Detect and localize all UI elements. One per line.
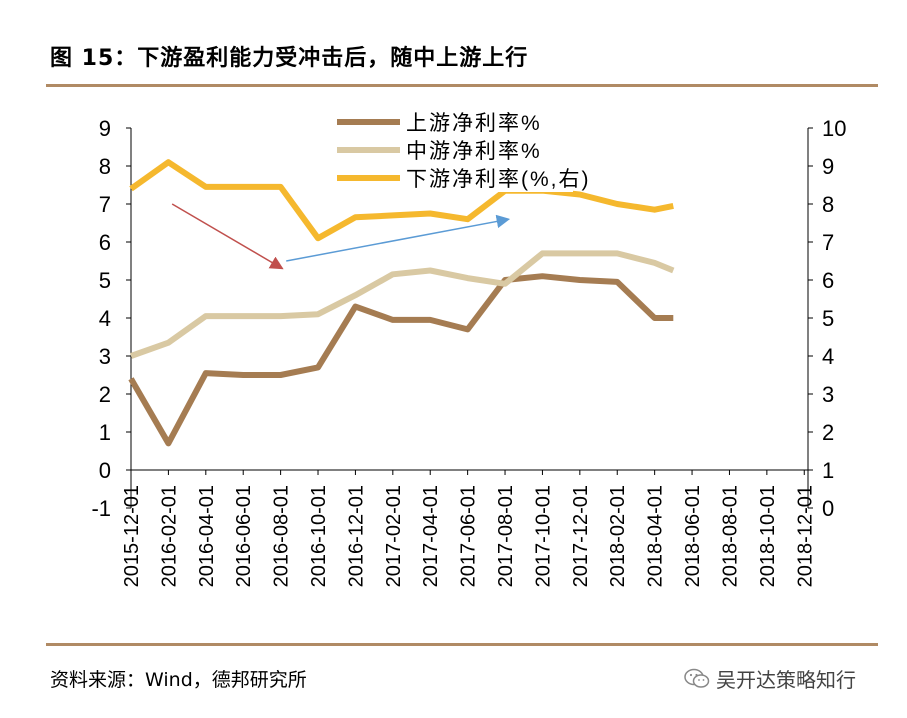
legend-label: 中游净利率% bbox=[406, 140, 542, 163]
x-tick-label: 2017-12-01 bbox=[570, 485, 592, 587]
left-tick-label: 6 bbox=[99, 230, 111, 255]
left-tick-label: 1 bbox=[99, 420, 111, 445]
right-tick-label: 7 bbox=[822, 230, 834, 255]
bottom-divider bbox=[46, 643, 878, 646]
trend-arrow bbox=[286, 214, 511, 262]
left-tick-label: 5 bbox=[99, 268, 111, 293]
x-tick-label: 2016-10-01 bbox=[308, 485, 330, 587]
x-tick-label: 2017-04-01 bbox=[420, 485, 442, 587]
right-tick-label: 2 bbox=[822, 420, 834, 445]
watermark: 吴开达策略知行 bbox=[684, 664, 856, 693]
x-tick-label: 2015-12-01 bbox=[121, 485, 143, 587]
x-tick-label: 2016-04-01 bbox=[196, 485, 218, 587]
series-line-1 bbox=[128, 273, 674, 447]
right-tick-label: 0 bbox=[822, 496, 834, 521]
legend-label: 上游净利率% bbox=[406, 112, 542, 135]
right-tick-label: 8 bbox=[822, 192, 834, 217]
x-tick-label: 2017-10-01 bbox=[532, 485, 554, 587]
x-tick-label: 2018-08-01 bbox=[719, 485, 741, 587]
right-tick-label: 3 bbox=[822, 382, 834, 407]
right-tick-label: 6 bbox=[822, 268, 834, 293]
x-tick-label: 2017-02-01 bbox=[383, 485, 405, 587]
x-tick-label: 2018-10-01 bbox=[757, 485, 779, 587]
series-line-2 bbox=[129, 250, 675, 359]
left-tick-label: 7 bbox=[99, 192, 111, 217]
x-tick-label: 2017-08-01 bbox=[495, 485, 517, 587]
x-tick-label: 2018-04-01 bbox=[645, 485, 667, 587]
wechat-icon bbox=[684, 668, 710, 688]
left-tick-label: 3 bbox=[99, 344, 111, 369]
right-tick-label: 4 bbox=[822, 344, 834, 369]
x-tick-label: 2017-06-01 bbox=[458, 485, 480, 587]
x-tick-label: 2018-06-01 bbox=[682, 485, 704, 587]
right-tick-label: 5 bbox=[822, 306, 834, 331]
right-tick-label: 10 bbox=[822, 116, 846, 141]
x-tick-label: 2018-02-01 bbox=[607, 485, 629, 587]
x-tick-label: 2016-06-01 bbox=[233, 485, 255, 587]
left-tick-label: 8 bbox=[99, 154, 111, 179]
x-tick-label: 2016-02-01 bbox=[158, 485, 180, 587]
source-note: 资料来源：Wind，德邦研究所 bbox=[50, 669, 307, 691]
left-tick-label: 9 bbox=[99, 116, 111, 141]
left-tick-label: 4 bbox=[99, 306, 111, 331]
left-tick-label: 2 bbox=[99, 382, 111, 407]
chart-title: 图 15：下游盈利能力受冲击后，随中上游上行 bbox=[50, 46, 529, 71]
x-tick-label: 2018-12-01 bbox=[794, 485, 816, 587]
left-tick-label: -1 bbox=[91, 496, 111, 521]
legend: 上游净利率% 中游净利率% 下游净利率(%,右) bbox=[333, 110, 591, 192]
watermark-text: 吴开达策略知行 bbox=[716, 668, 856, 692]
x-tick-label: 2016-12-01 bbox=[345, 485, 367, 587]
legend-label: 下游净利率(%,右) bbox=[406, 168, 591, 191]
series-line-3 bbox=[129, 159, 674, 242]
right-tick-label: 9 bbox=[822, 154, 834, 179]
left-tick-label: 0 bbox=[99, 458, 111, 483]
x-tick-label: 2016-08-01 bbox=[271, 485, 293, 587]
right-tick-label: 1 bbox=[822, 458, 834, 483]
trend-arrow bbox=[171, 203, 284, 270]
top-divider bbox=[46, 84, 878, 87]
